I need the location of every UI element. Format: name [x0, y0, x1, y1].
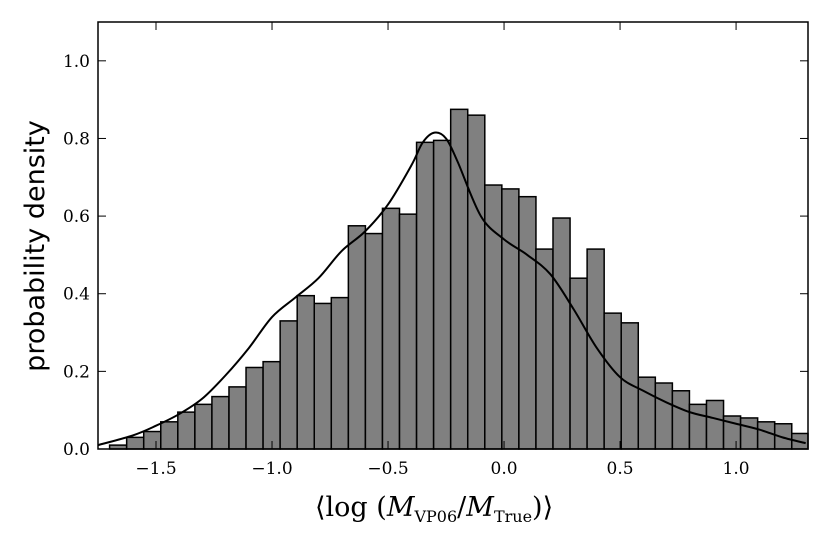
x-axis-ticks: −1.5 −1.0 −0.5 0.0 0.5 1.0 [135, 22, 750, 479]
histogram-bar [432, 139, 452, 450]
histogram-bar [245, 366, 264, 450]
x-axis-label-open: ⟨log ( [315, 492, 387, 523]
histogram-bar [313, 302, 333, 450]
histogram-bar [398, 213, 418, 450]
y-tick-label: 0.4 [63, 285, 90, 305]
histogram-bar [466, 114, 486, 450]
histogram-bar [671, 390, 691, 450]
histogram-bar [194, 403, 213, 450]
x-tick-label: −1.5 [135, 459, 176, 479]
x-axis-label-m1: M [386, 492, 415, 523]
histogram-bar [211, 395, 230, 450]
histogram-bar [552, 217, 571, 450]
x-axis-label-close: )⟩ [532, 492, 554, 523]
histogram-bar [228, 386, 247, 450]
histogram-bar [177, 411, 196, 450]
plot-frame [97, 21, 809, 450]
histogram-bar [415, 141, 435, 450]
x-tick-label: −0.5 [367, 459, 408, 479]
histogram-bar [330, 296, 350, 450]
y-tick-label: 1.0 [63, 52, 90, 72]
histogram-bar [381, 207, 401, 450]
x-tick-label: 0.0 [491, 459, 518, 479]
histogram-bar [501, 188, 520, 450]
histogram-bar [262, 360, 281, 450]
histogram-bar [449, 108, 469, 450]
histogram-bar [296, 294, 315, 450]
y-tick-label: 0.2 [63, 362, 90, 382]
histogram-bar [637, 376, 657, 450]
x-tick-label: 0.5 [607, 459, 634, 479]
histogram-bar [705, 399, 725, 450]
histogram-bars [108, 108, 809, 450]
x-axis-label-m2: M [466, 492, 494, 523]
histogram-bar [756, 421, 776, 450]
histogram-bar [603, 312, 622, 450]
x-tick-label: −1.0 [251, 459, 292, 479]
histogram-bar [142, 430, 162, 450]
histogram-bar [620, 322, 640, 450]
histogram-bar [347, 225, 367, 450]
x-axis-label: ⟨log (MVP06/MTrue)⟩ [315, 492, 553, 526]
x-axis-label-slash: / [457, 492, 467, 523]
x-axis-label-sub2: True [493, 507, 533, 526]
y-axis-label: probability density [20, 120, 51, 372]
histogram-bar [160, 421, 179, 450]
y-tick-label: 0.8 [63, 129, 90, 149]
histogram-bar [569, 277, 588, 450]
histogram-bar [518, 195, 537, 450]
histogram-bar [535, 248, 554, 450]
histogram-bar [364, 232, 384, 450]
y-tick-label: 0.6 [63, 207, 90, 227]
y-axis-ticks: 0.0 0.2 0.4 0.6 0.8 1.0 [63, 52, 808, 460]
histogram-bar [125, 436, 145, 450]
y-tick-label: 0.0 [63, 440, 90, 460]
histogram-bar [654, 382, 674, 450]
x-tick-label: 1.0 [723, 459, 750, 479]
histogram-bar [688, 403, 708, 450]
histogram-bar [279, 320, 298, 450]
density-curve [97, 131, 806, 447]
histogram-bar [586, 248, 605, 450]
x-axis-label-sub1: VP06 [414, 507, 458, 526]
histogram-bar [739, 417, 759, 450]
